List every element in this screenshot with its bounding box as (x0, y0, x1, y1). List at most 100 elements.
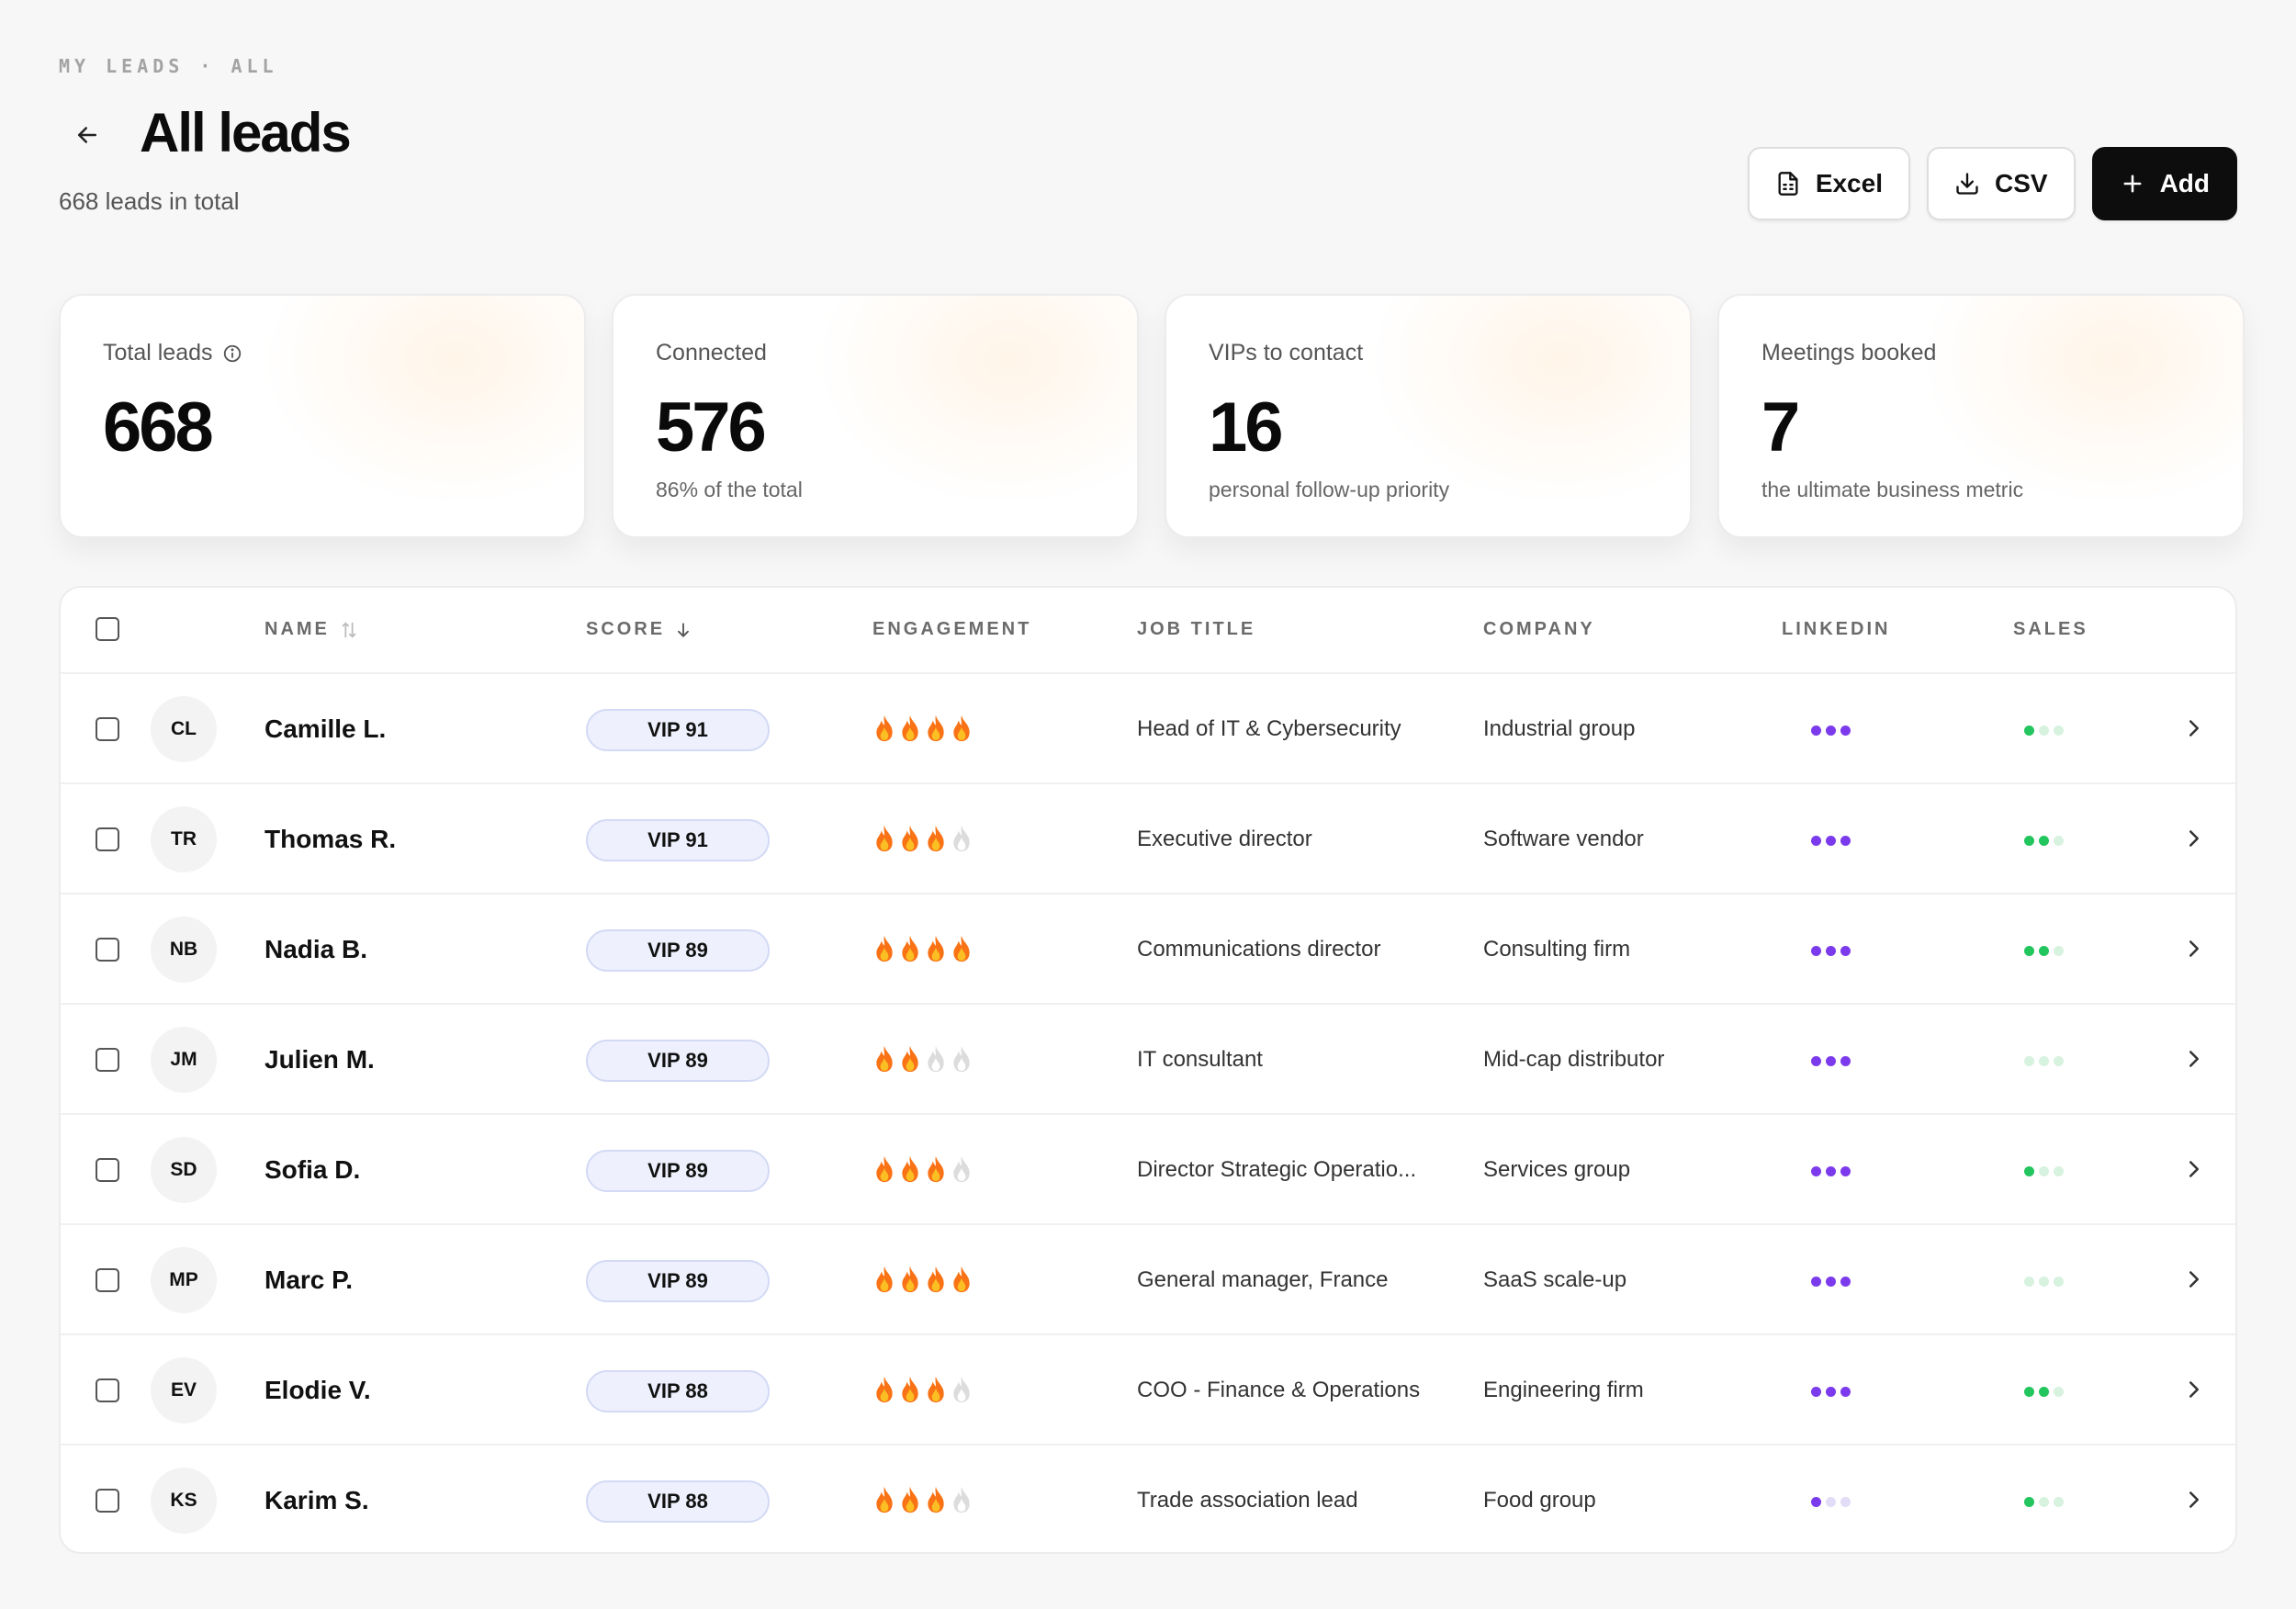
stat-label: VIPs to contact (1209, 340, 1364, 366)
job-title: IT consultant (1137, 1047, 1263, 1072)
chevron-right-icon[interactable] (2180, 1045, 2208, 1073)
status-dot (2054, 1056, 2064, 1066)
flame-icon (953, 1486, 970, 1513)
row-checkbox[interactable] (96, 1268, 119, 1292)
table-row[interactable]: JM Julien M. VIP 89 IT consultant Mid-cap di… (61, 1005, 2235, 1115)
column-score-label: SCORE (586, 619, 666, 639)
flame-icon (902, 714, 918, 742)
company-name: Engineering firm (1483, 1378, 1644, 1402)
job-title: Communications director (1137, 937, 1381, 962)
flame-icon (928, 1486, 944, 1513)
avatar: TR (151, 806, 217, 872)
score-badge: VIP 88 (586, 1480, 770, 1523)
row-checkbox[interactable] (96, 938, 119, 962)
flame-icon (928, 1045, 944, 1073)
table-header: NAME SCORE ENGAGEMENT JOB TITLE COMPANY … (61, 588, 2235, 674)
chevron-right-icon[interactable] (2180, 1376, 2208, 1403)
status-dot (2039, 946, 2049, 956)
lead-name[interactable]: Nadia B. (264, 935, 368, 963)
status-dot (1811, 1166, 1821, 1176)
table-row[interactable]: MP Marc P. VIP 89 General manager, France Sa… (61, 1225, 2235, 1335)
flame-icon (928, 1155, 944, 1183)
stat-note: personal follow-up priority (1209, 478, 1450, 501)
lead-name[interactable]: Camille L. (264, 714, 387, 743)
engagement-rating (872, 1264, 974, 1295)
back-button[interactable] (72, 119, 103, 151)
status-dot (2054, 726, 2064, 736)
chevron-right-icon[interactable] (2180, 1155, 2208, 1183)
status-dot (1811, 946, 1821, 956)
flame-icon (902, 825, 918, 852)
row-checkbox[interactable] (96, 1489, 119, 1513)
row-checkbox[interactable] (96, 1378, 119, 1402)
status-dot (2024, 1387, 2034, 1397)
stat-note: the ultimate business metric (1761, 478, 2024, 501)
row-checkbox[interactable] (96, 1158, 119, 1182)
avatar: KS (151, 1468, 217, 1534)
lead-name[interactable]: Sofia D. (264, 1155, 361, 1184)
chevron-right-icon[interactable] (2180, 935, 2208, 962)
status-dot (2024, 1497, 2034, 1507)
add-button-label: Add (2159, 169, 2210, 197)
flame-icon (876, 714, 893, 742)
status-dot (2054, 1387, 2064, 1397)
chevron-right-icon[interactable] (2180, 825, 2208, 852)
row-checkbox[interactable] (96, 827, 119, 851)
status-dot (2024, 836, 2034, 846)
company-name: Food group (1483, 1488, 1596, 1513)
score-badge: VIP 91 (586, 709, 770, 751)
lead-name[interactable]: Elodie V. (264, 1376, 371, 1404)
status-dot (1826, 1497, 1836, 1507)
chevron-right-icon[interactable] (2180, 1266, 2208, 1293)
status-dot (1840, 1277, 1851, 1287)
column-header-name[interactable]: NAME (264, 619, 359, 640)
status-dot (2039, 726, 2049, 736)
lead-name[interactable]: Karim S. (264, 1486, 369, 1514)
table-row[interactable]: SD Sofia D. VIP 89 Director Strategic Opera… (61, 1115, 2235, 1225)
csv-export-button[interactable]: CSV (1926, 147, 2076, 220)
excel-export-button[interactable]: Excel (1747, 147, 1910, 220)
flame-icon (953, 1266, 970, 1293)
score-badge: VIP 89 (586, 1040, 770, 1082)
status-dot (2039, 1497, 2049, 1507)
column-header-score[interactable]: SCORE (586, 619, 692, 640)
table-row[interactable]: EV Elodie V. VIP 88 COO - Finance & Operati… (61, 1335, 2235, 1446)
leads-count: 668 leads in total (59, 187, 240, 215)
row-checkbox[interactable] (96, 1048, 119, 1072)
engagement-rating (872, 823, 974, 854)
table-row[interactable]: NB Nadia B. VIP 89 Communications director C… (61, 895, 2235, 1005)
chevron-right-icon[interactable] (2180, 714, 2208, 742)
info-icon[interactable] (222, 343, 242, 364)
flame-icon (953, 1376, 970, 1403)
lead-name[interactable]: Marc P. (264, 1266, 353, 1294)
status-dot (2039, 1387, 2049, 1397)
avatar: CL (151, 696, 217, 762)
company-name: Services group (1483, 1157, 1631, 1182)
add-lead-button[interactable]: Add (2091, 147, 2237, 220)
job-title: General manager, France (1137, 1267, 1389, 1292)
lead-name[interactable]: Thomas R. (264, 825, 397, 853)
chevron-right-icon[interactable] (2180, 1486, 2208, 1513)
table-row[interactable]: CL Camille L. VIP 91 Head of IT & Cybersecu… (61, 674, 2235, 784)
avatar: SD (151, 1137, 217, 1203)
linkedin-status (1811, 1166, 1851, 1176)
column-header-linkedin: LINKEDIN (1782, 619, 1891, 639)
status-dot (1826, 1056, 1836, 1066)
engagement-rating (872, 1153, 974, 1185)
status-dot (1811, 1497, 1821, 1507)
table-row[interactable]: TR Thomas R. VIP 91 Executive director Softw… (61, 784, 2235, 895)
stat-value: 7 (1761, 388, 1800, 467)
arrow-down-icon (678, 622, 690, 637)
plus-icon (2123, 174, 2142, 193)
lead-name[interactable]: Julien M. (264, 1045, 375, 1074)
sales-status (2024, 836, 2064, 846)
row-checkbox[interactable] (96, 717, 119, 741)
table-row[interactable]: KS Karim S. VIP 88 Trade association lead Fo… (61, 1446, 2235, 1552)
sales-status (2024, 1166, 2064, 1176)
sales-status (2024, 946, 2064, 956)
status-dot (2039, 1056, 2049, 1066)
arrow-left-icon (78, 127, 96, 143)
select-all-checkbox[interactable] (96, 617, 119, 641)
flame-icon (928, 825, 944, 852)
flame-icon (902, 1155, 918, 1183)
